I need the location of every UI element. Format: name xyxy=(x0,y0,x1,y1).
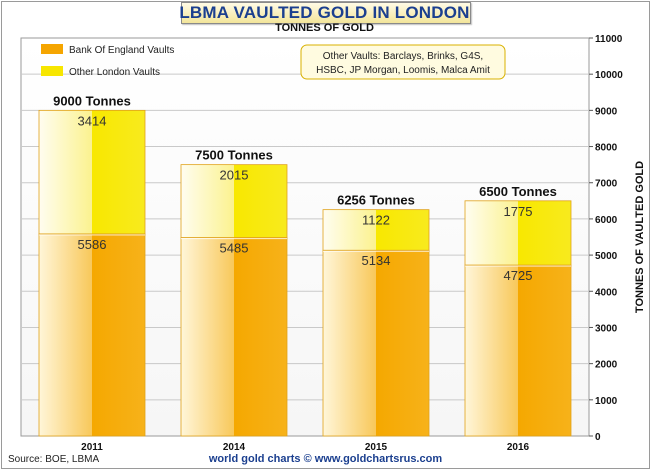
data-label: 1122 xyxy=(362,213,390,228)
y-tick-label: 0 xyxy=(595,432,601,443)
data-label: 1775 xyxy=(504,204,533,219)
data-label: 2015 xyxy=(220,168,249,183)
y-tick-label: 1000 xyxy=(595,396,618,407)
annotation-frame xyxy=(300,44,506,80)
bar-segment-boe xyxy=(180,237,288,437)
data-label: 5586 xyxy=(78,237,107,252)
y-tick-label: 9000 xyxy=(595,106,618,117)
y-tick-label: 6000 xyxy=(595,215,618,226)
y-tick-label: 2000 xyxy=(595,360,618,371)
y-tick-label: 11000 xyxy=(595,34,623,45)
chart-subtitle: TONNES OF GOLD xyxy=(275,22,374,34)
legend-swatch xyxy=(41,66,63,76)
x-tick-label: 2016 xyxy=(507,442,530,453)
credit-line: world gold charts © www.goldchartsrus.co… xyxy=(208,453,443,465)
x-tick-label: 2014 xyxy=(223,442,246,453)
legend: Bank Of England Vaults Other London Vault… xyxy=(41,44,174,78)
y-axis: 0 1000 2000 3000 4000 5000 6000 7000 8000 9000 100… xyxy=(589,34,623,443)
y-axis-label: TONNES OF VAULTED GOLD xyxy=(634,161,646,313)
bar-segment-other xyxy=(464,200,572,266)
total-label: 6500 Tonnes xyxy=(479,184,557,199)
bar-segment-boe xyxy=(322,249,430,437)
legend-label: Bank Of England Vaults xyxy=(69,45,174,56)
annotation-text: HSBC, JP Morgan, Loomis, Malca Amit xyxy=(316,65,490,76)
chart-title: LBMA VAULTED GOLD IN LONDON xyxy=(179,3,470,22)
x-tick-label: 2015 xyxy=(365,442,388,453)
bars xyxy=(38,109,572,437)
annotation-text: Other Vaults: Barclays, Brinks, G4S, xyxy=(323,51,483,62)
bar-segment-other xyxy=(38,109,146,235)
total-label: 6256 Tonnes xyxy=(337,193,415,208)
y-tick-label: 8000 xyxy=(595,143,618,154)
title-box xyxy=(181,2,471,24)
y-tick-label: 7000 xyxy=(595,179,618,190)
total-label: 7500 Tonnes xyxy=(195,148,273,163)
legend-label: Other London Vaults xyxy=(69,67,160,78)
data-label: 3414 xyxy=(78,113,107,128)
x-tick-label: 2011 xyxy=(81,442,103,453)
data-label: 4725 xyxy=(504,268,533,283)
total-label: 9000 Tonnes xyxy=(53,93,131,108)
data-label: 5485 xyxy=(220,241,249,256)
y-tick-label: 5000 xyxy=(595,251,618,262)
legend-swatch xyxy=(41,44,63,54)
bar-segment-boe xyxy=(464,264,572,437)
bar-segment-boe xyxy=(38,233,146,437)
x-axis: 2011 2014 2015 2016 xyxy=(81,442,529,453)
source-note: Source: BOE, LBMA xyxy=(8,454,100,465)
y-tick-label: 10000 xyxy=(595,70,623,81)
annotation-box: Other Vaults: Barclays, Brinks, G4S, HSBC… xyxy=(300,44,506,80)
y-tick-label: 4000 xyxy=(595,287,618,298)
y-tick-label: 3000 xyxy=(595,323,618,334)
bar-labels: 5586 3414 9000 Tonnes 5485 2015 7500 Tonnes 51… xyxy=(53,93,557,283)
bar-segment-other xyxy=(322,209,430,251)
bar-segment-other xyxy=(180,164,288,238)
data-label: 5134 xyxy=(362,253,391,268)
